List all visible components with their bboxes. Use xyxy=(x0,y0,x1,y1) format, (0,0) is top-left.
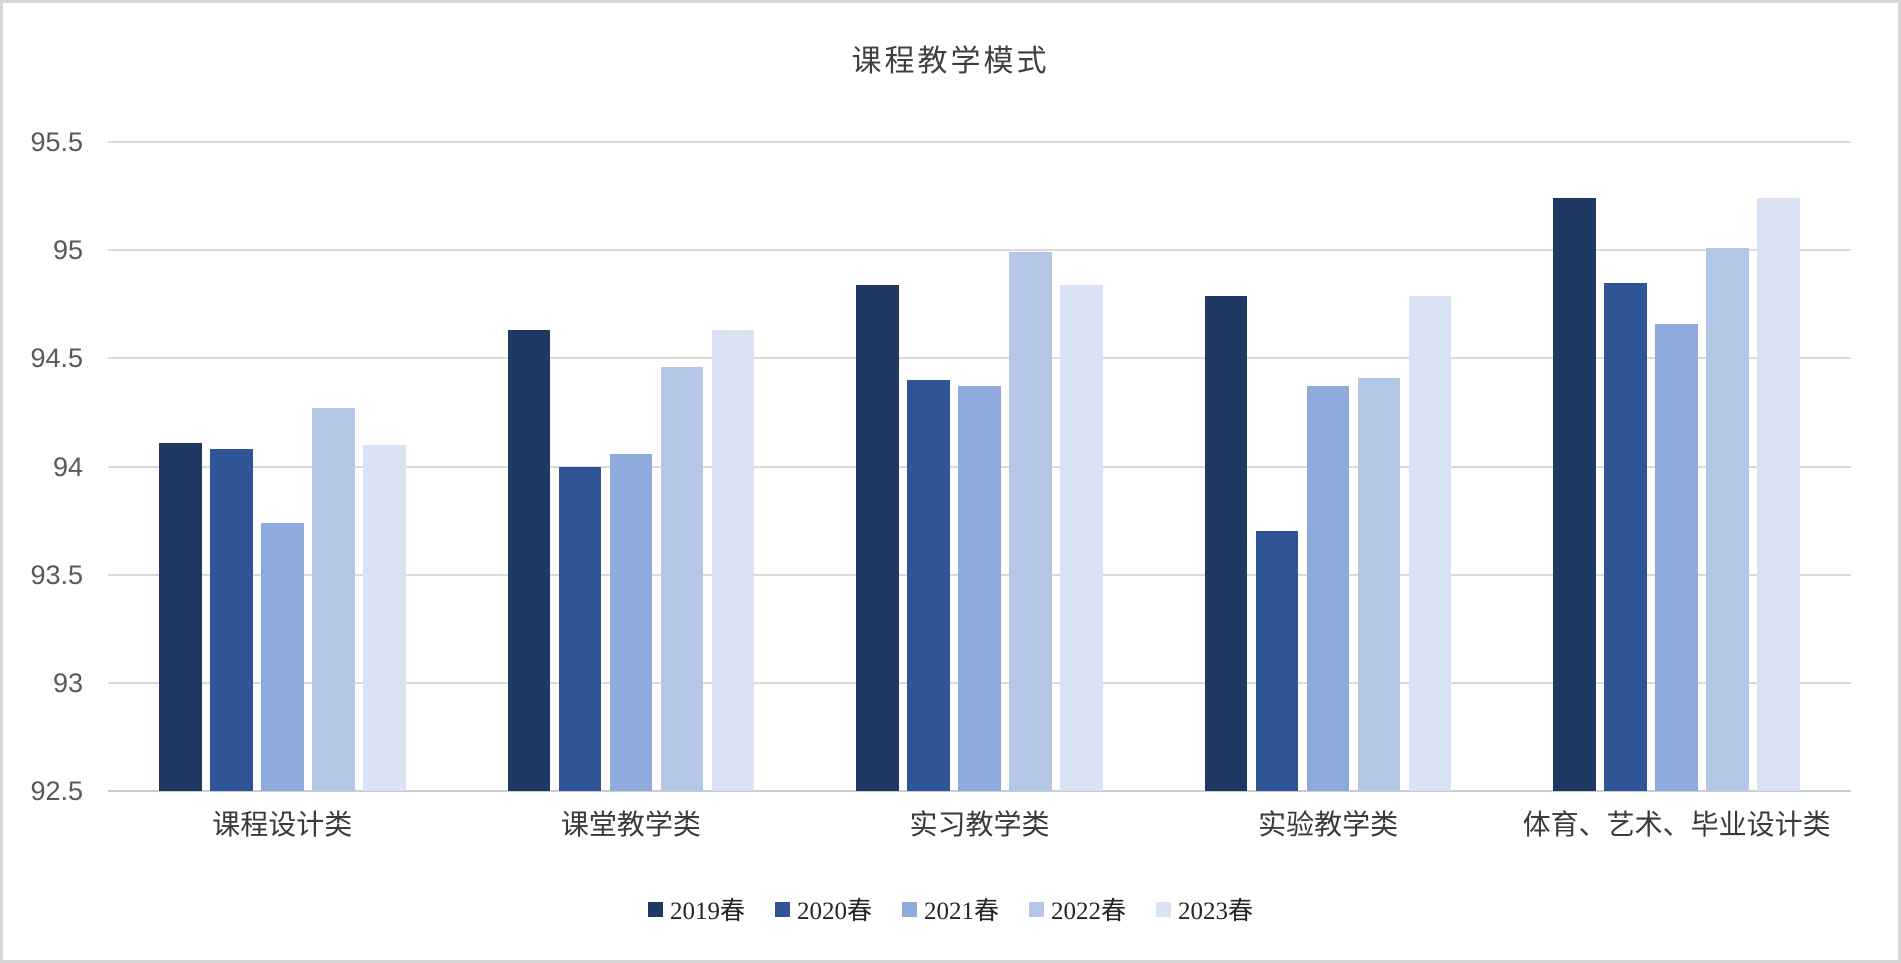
legend-swatch-icon xyxy=(774,901,790,917)
legend-label: 2021春 xyxy=(923,898,999,925)
bar-2023春-实验教学类 xyxy=(1408,295,1452,791)
gridline xyxy=(108,357,1851,360)
legend-item: 2021春 xyxy=(901,891,999,927)
bar-2020春-实验教学类 xyxy=(1255,531,1299,791)
category-label: 课堂教学类 xyxy=(560,810,701,841)
bar-2022春-课程设计类 xyxy=(312,408,355,791)
category-label: 体育、艺术、毕业设计类 xyxy=(1522,810,1831,841)
y-tick-label: 95.5 xyxy=(30,127,83,157)
legend-label: 2022春 xyxy=(1051,898,1127,925)
bar-2019春-体育、艺术、毕业设计类 xyxy=(1553,198,1596,791)
y-tick-label: 92.5 xyxy=(30,776,83,806)
bar-2020春-体育、艺术、毕业设计类 xyxy=(1604,282,1647,791)
y-tick-label: 94.5 xyxy=(30,343,83,374)
bar-2023春-课堂教学类 xyxy=(711,330,755,791)
legend-swatch-icon xyxy=(901,901,917,917)
bar-2020春-实习教学类 xyxy=(907,379,950,791)
bar-2022春-课堂教学类 xyxy=(660,366,704,791)
bar-2021春-课堂教学类 xyxy=(609,453,653,791)
gridline xyxy=(108,249,1851,252)
bar-2022春-实验教学类 xyxy=(1357,377,1401,791)
category-label: 实验教学类 xyxy=(1258,810,1399,841)
bar-2019春-实习教学类 xyxy=(856,284,899,791)
bar-2021春-实验教学类 xyxy=(1306,386,1350,791)
bar-2020春-课堂教学类 xyxy=(558,466,602,791)
bar-2019春-课堂教学类 xyxy=(507,330,551,791)
y-tick-label: 95 xyxy=(52,235,83,266)
chart-title: 课程教学模式 xyxy=(851,45,1050,78)
bar-2021春-实习教学类 xyxy=(958,386,1001,791)
legend-swatch-icon xyxy=(1156,901,1172,917)
bar-2023春-实习教学类 xyxy=(1060,284,1103,791)
legend-item: 2023春 xyxy=(1156,891,1253,927)
legend-item: 2019春 xyxy=(647,891,745,927)
y-tick-label: 94 xyxy=(52,451,83,482)
legend-label: 2023春 xyxy=(1178,898,1254,925)
gridline xyxy=(108,141,1851,143)
legend-item: 2022春 xyxy=(1029,891,1126,927)
bar-2022春-实习教学类 xyxy=(1009,252,1052,791)
bar-2021春-体育、艺术、毕业设计类 xyxy=(1655,323,1698,791)
category-label: 课程设计类 xyxy=(212,810,353,841)
bar-2023春-课程设计类 xyxy=(363,444,406,791)
y-tick-label: 93.5 xyxy=(30,559,83,590)
legend: 2019春 2020春 2021春 2022春 2023春 xyxy=(3,891,1898,927)
legend-label: 2019春 xyxy=(669,898,745,925)
legend-label: 2020春 xyxy=(796,898,872,925)
legend-swatch-icon xyxy=(1029,901,1044,917)
category-label: 实习教学类 xyxy=(909,810,1050,841)
y-tick-label: 93 xyxy=(52,667,83,698)
bar-2019春-课程设计类 xyxy=(159,442,202,791)
bar-2021春-课程设计类 xyxy=(261,522,304,791)
legend-swatch-icon xyxy=(647,901,663,917)
bar-2020春-课程设计类 xyxy=(210,449,253,791)
bar-2023春-体育、艺术、毕业设计类 xyxy=(1757,198,1800,791)
x-axis-line xyxy=(108,790,1851,792)
bar-2022春-体育、艺术、毕业设计类 xyxy=(1706,248,1749,791)
legend-item: 2020春 xyxy=(774,891,872,927)
bar-2019春-实验教学类 xyxy=(1204,295,1248,791)
